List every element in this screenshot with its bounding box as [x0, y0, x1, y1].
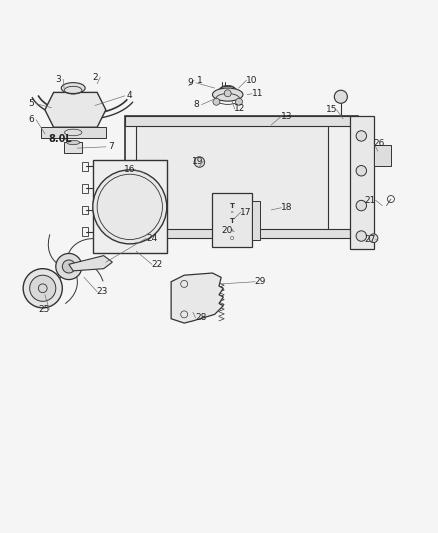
Text: 7: 7	[108, 142, 114, 151]
Circle shape	[356, 131, 367, 141]
Bar	[82, 228, 88, 236]
Circle shape	[30, 275, 56, 301]
Text: o: o	[231, 210, 233, 214]
Bar	[125, 229, 358, 238]
Text: 28: 28	[195, 313, 206, 322]
Circle shape	[62, 260, 75, 273]
Text: 1: 1	[197, 76, 202, 85]
Polygon shape	[125, 116, 358, 238]
Text: 25: 25	[39, 305, 50, 313]
Ellipse shape	[61, 83, 85, 93]
Text: 26: 26	[374, 139, 385, 148]
Bar	[64, 142, 82, 154]
Text: o: o	[231, 228, 233, 231]
Bar	[125, 116, 358, 126]
Bar	[82, 184, 88, 192]
Text: 16: 16	[124, 165, 135, 174]
Text: 20: 20	[221, 227, 233, 235]
Text: O: O	[230, 236, 234, 241]
Polygon shape	[45, 92, 106, 127]
Polygon shape	[374, 144, 391, 166]
Circle shape	[23, 269, 62, 308]
Polygon shape	[252, 201, 260, 240]
Text: T: T	[230, 218, 235, 224]
Circle shape	[369, 234, 378, 243]
Polygon shape	[212, 192, 252, 247]
Text: 8.0L: 8.0L	[48, 134, 72, 144]
Bar	[82, 206, 88, 214]
Circle shape	[356, 231, 367, 241]
Text: 2: 2	[92, 72, 98, 82]
Text: T: T	[230, 203, 235, 208]
Text: 21: 21	[365, 196, 376, 205]
Circle shape	[224, 90, 231, 97]
Text: 10: 10	[246, 76, 258, 85]
Circle shape	[334, 90, 347, 103]
Bar	[82, 162, 88, 171]
Polygon shape	[93, 160, 167, 254]
Circle shape	[356, 200, 367, 211]
Text: 4: 4	[127, 91, 133, 100]
Polygon shape	[41, 127, 106, 138]
Polygon shape	[69, 256, 113, 271]
Ellipse shape	[67, 140, 80, 144]
Circle shape	[213, 98, 220, 105]
Polygon shape	[136, 123, 328, 232]
Ellipse shape	[219, 86, 237, 94]
Text: 6: 6	[28, 115, 34, 124]
Text: 17: 17	[240, 207, 252, 216]
Circle shape	[236, 98, 243, 105]
Text: 8: 8	[194, 100, 199, 109]
Text: 15: 15	[325, 106, 337, 114]
Text: 12: 12	[234, 104, 246, 114]
Circle shape	[56, 254, 82, 279]
Text: 19: 19	[192, 157, 204, 166]
Circle shape	[194, 157, 205, 167]
Text: 9: 9	[188, 78, 194, 87]
Text: 27: 27	[365, 235, 376, 244]
Circle shape	[93, 170, 167, 244]
Circle shape	[356, 166, 367, 176]
Text: 22: 22	[152, 260, 163, 269]
Polygon shape	[171, 273, 223, 323]
Text: 23: 23	[97, 287, 108, 296]
Text: 11: 11	[251, 89, 263, 98]
Polygon shape	[350, 116, 374, 249]
Text: 13: 13	[281, 112, 292, 121]
Text: 5: 5	[28, 99, 34, 108]
Text: 24: 24	[146, 233, 157, 243]
Text: 3: 3	[55, 75, 61, 84]
Text: 18: 18	[281, 203, 292, 212]
Ellipse shape	[212, 88, 243, 101]
Text: 29: 29	[254, 277, 266, 286]
